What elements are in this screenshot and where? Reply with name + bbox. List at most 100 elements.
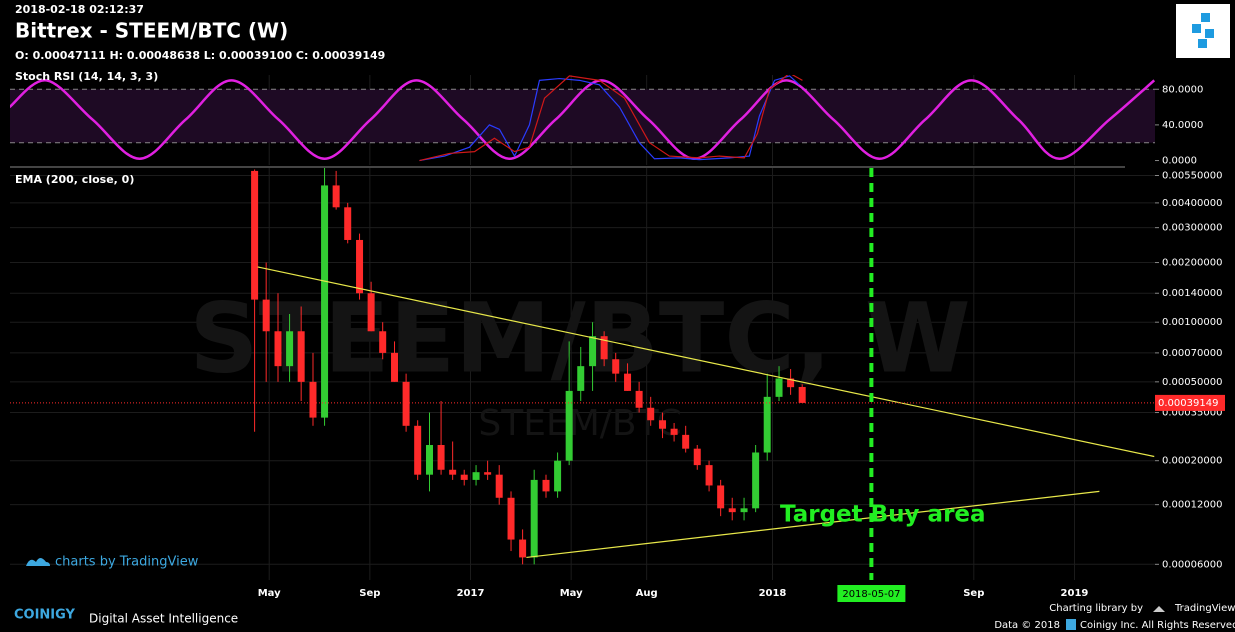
y-tick-label: 0.00006000	[1162, 559, 1222, 570]
candle-body	[332, 185, 340, 208]
x-tick-label: Sep	[359, 588, 380, 599]
candle-body	[600, 336, 608, 360]
candle-body	[740, 508, 748, 513]
y-tick-label: 0.00070000	[1162, 348, 1222, 359]
candle-body	[787, 378, 795, 388]
last-price-tag	[1155, 394, 1225, 411]
y-tick-label: 0.00300000	[1162, 223, 1222, 234]
candle-body	[356, 239, 364, 294]
candle-body	[775, 378, 783, 397]
y-tick-label: 0.00050000	[1162, 377, 1222, 388]
candle-body	[344, 207, 352, 240]
stoch-line	[10, 79, 1155, 161]
x-tick-label: May	[560, 588, 583, 599]
y-tick-label: 0.00550000	[1162, 170, 1222, 181]
x-tick-label: Aug	[636, 588, 658, 599]
candle-body	[728, 508, 736, 513]
candle-body	[542, 479, 550, 492]
candle-body	[495, 474, 503, 498]
grid	[10, 75, 1155, 580]
candle-body	[519, 539, 527, 558]
candle-body	[449, 469, 457, 475]
trendline	[257, 266, 1155, 458]
y-tick-label: 0.00400000	[1162, 198, 1222, 209]
ohlc: O: 0.00047111 H: 0.00048638 L: 0.0003910…	[15, 49, 385, 62]
tv-badge-text: charts by TradingView	[55, 555, 199, 570]
marker-label: 2018-05-07	[842, 589, 900, 600]
stoch-band	[10, 89, 1155, 143]
candle-body	[321, 185, 329, 418]
candle-body	[612, 359, 620, 374]
stoch-title: Stoch RSI (14, 14, 3, 3)	[15, 70, 158, 83]
candle-body	[624, 373, 632, 391]
candle-body	[577, 366, 585, 391]
chart-title: Bittrex - STEEM/BTC (W)	[15, 19, 288, 43]
x-tick-label: May	[258, 588, 281, 599]
marker-tag	[837, 585, 906, 602]
x-tick-label: 2017	[457, 588, 485, 599]
candle-body	[798, 386, 806, 403]
y-tick-label: 0.00140000	[1162, 288, 1222, 299]
candle-body	[472, 472, 480, 480]
candle-body	[262, 299, 270, 332]
candle-body	[460, 474, 468, 480]
library: Charting library by	[1049, 603, 1143, 614]
rights: Coinigy Inc. All Rights Reserved	[1080, 620, 1235, 631]
candle-body	[705, 465, 713, 486]
candle-body	[763, 396, 771, 453]
axes: 80.0000 40.0000 0.0000 May Sep 2017 May Aug 2018…	[258, 84, 1225, 602]
x-tick-label: Sep	[963, 588, 984, 599]
candle-body	[425, 445, 433, 475]
candle-body	[693, 448, 701, 466]
candle-body	[379, 331, 387, 353]
candle-body	[309, 381, 317, 418]
candle-body	[752, 452, 760, 509]
stoch-line	[419, 75, 800, 162]
tv-badge: charts by TradingView	[26, 555, 199, 570]
stoch-pane	[10, 75, 1155, 162]
candle-body	[565, 390, 573, 461]
coinigy-icon	[1176, 4, 1230, 58]
timestamp: 2018-02-18 02:12:37	[15, 3, 144, 16]
candle-body	[589, 336, 597, 367]
candle-body	[647, 407, 655, 421]
candle-body	[286, 331, 294, 367]
y-tick-label: 80.0000	[1162, 84, 1203, 95]
candle-body	[659, 420, 667, 429]
tv-icon	[1153, 606, 1165, 612]
library-name: TradingView	[1174, 603, 1235, 614]
candle-body	[297, 331, 305, 382]
candle-body	[391, 352, 399, 382]
candle-body	[635, 390, 643, 408]
y-tick-label: 0.00100000	[1162, 317, 1222, 328]
candle-body	[670, 428, 678, 435]
y-tick-label: 0.00035000	[1162, 408, 1222, 419]
candle-body	[414, 425, 422, 475]
price-pane	[10, 168, 1155, 580]
tagline: Digital Asset Intelligence	[89, 612, 238, 626]
candle-body	[530, 479, 538, 558]
last-price-label: 0.00039149	[1158, 398, 1218, 409]
trendline	[526, 490, 1100, 559]
candle-body	[437, 445, 445, 470]
ema-title: EMA (200, close, 0)	[15, 173, 134, 186]
candle-body	[274, 331, 282, 367]
candle-body	[507, 497, 515, 540]
x-tick-label: 2018	[759, 588, 787, 599]
y-tick-label: 0.0000	[1162, 156, 1197, 167]
stoch-line	[419, 75, 803, 162]
annotation: Target Buy area	[780, 502, 986, 528]
y-tick-label: 0.00020000	[1162, 456, 1222, 467]
candle-body	[682, 434, 690, 449]
y-tick-label: 0.00200000	[1162, 258, 1222, 269]
candle-body	[554, 460, 562, 492]
candle-body	[717, 485, 725, 509]
data-note: Data © 2018	[994, 620, 1060, 631]
candle-body	[251, 170, 259, 300]
y-tick-label: 0.00012000	[1162, 500, 1222, 511]
coinigy-mini-icon	[1066, 619, 1076, 630]
y-tick-label: 40.0000	[1162, 120, 1203, 131]
candle-body	[484, 472, 492, 475]
x-tick-label: 2019	[1061, 588, 1089, 599]
